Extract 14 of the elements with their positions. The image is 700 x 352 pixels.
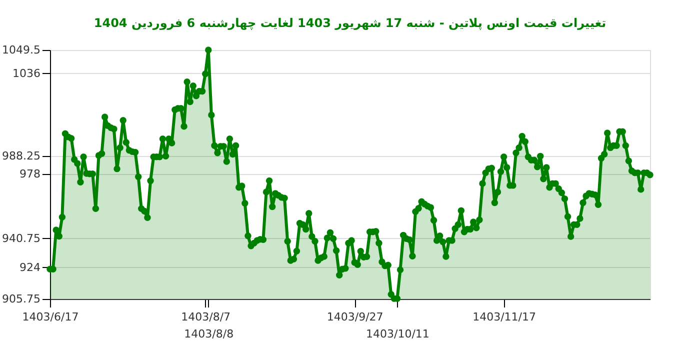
y-tick-label: 1036 [12, 66, 40, 80]
y-tick-label: 905.75 [2, 292, 40, 306]
chart-title: تغییرات قیمت اونس پلاتین - شنبه 17 شهریور 1403 لغایت چهارشنبه 6 فروردین 1404 [94, 16, 606, 30]
x-tick-label: 1403/10/11 [366, 328, 430, 340]
y-tick-label: 978 [20, 167, 40, 180]
x-tick-label: 1403/8/8 [184, 328, 234, 340]
y-tick-label: 988.25 [2, 150, 40, 163]
y-tick-label: 940.75 [2, 232, 40, 245]
x-tick-label: 1403/11/17 [472, 310, 536, 324]
x-tick-label: 1403/9/27 [326, 310, 384, 324]
x-tick-label: 1403/6/17 [22, 310, 79, 324]
x-tick-label: 1403/8/7 [181, 310, 231, 324]
y-tick-label: 1049.5 [2, 44, 40, 56]
y-tick-label: 924 [20, 260, 40, 274]
